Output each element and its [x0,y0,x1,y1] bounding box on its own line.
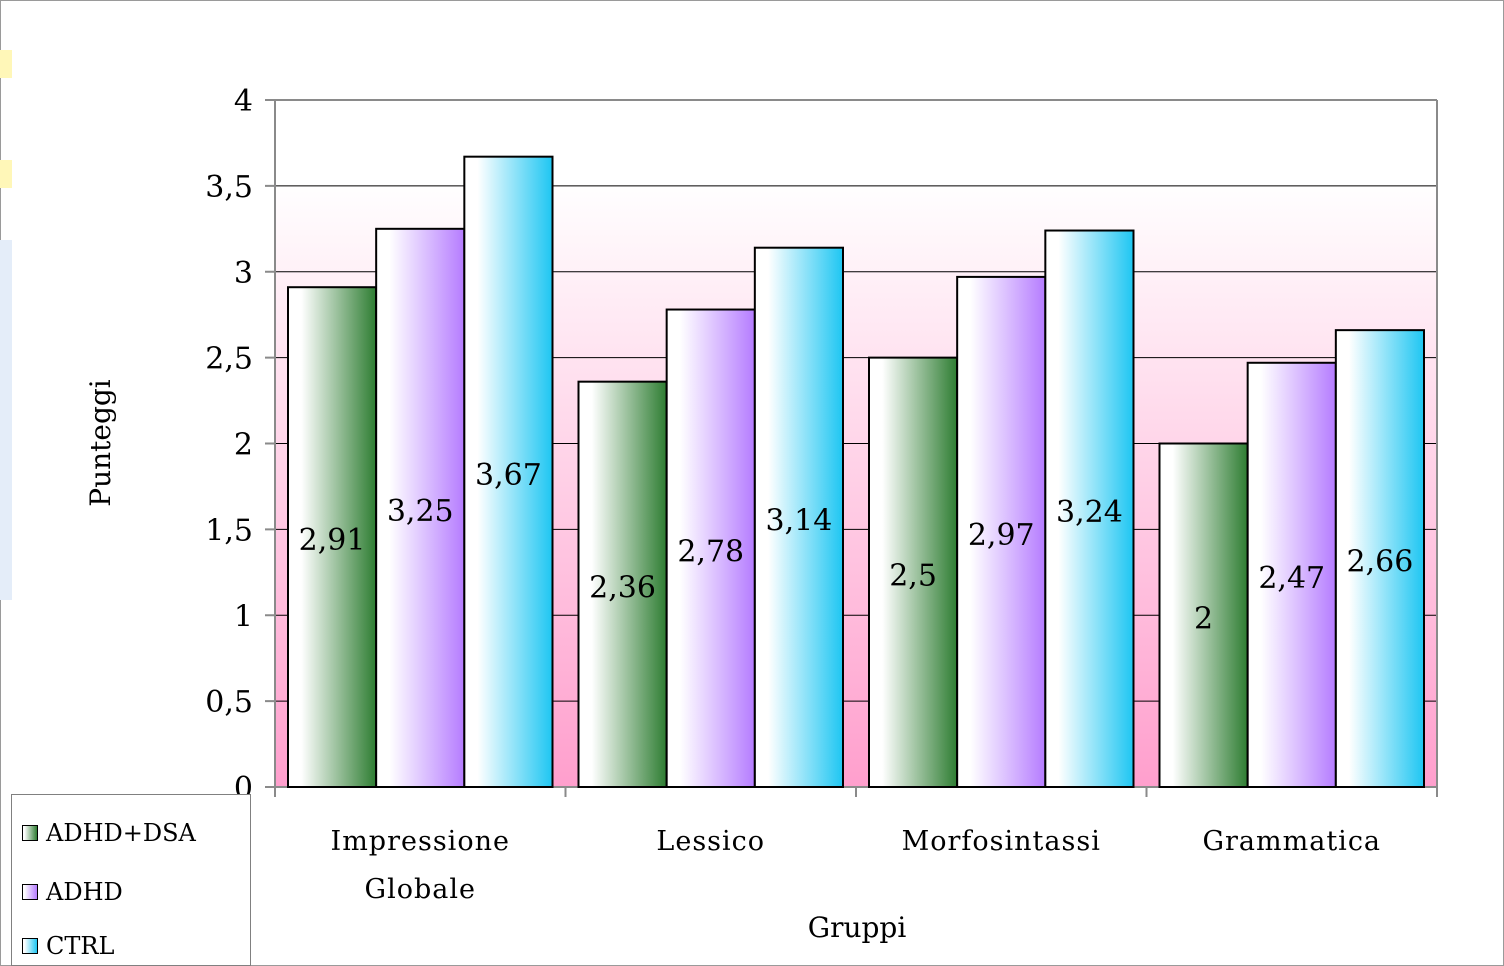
bar-adhd-dsa-2 [868,356,959,788]
legend-swatch-ctrl [22,938,38,954]
legend-label-ctrl: CTRL [46,932,115,960]
y-tick-label: 1 [234,599,253,634]
x-category-label: Impressione [331,826,510,857]
bar-ctrl-2 [1044,229,1135,788]
bar-ctrl-1 [753,246,844,788]
data-label: 2,36 [589,570,656,605]
legend: ADHD+DSA ADHD CTRL [11,794,251,966]
data-label: 2,97 [968,518,1035,553]
bar-adhd-dsa-1 [577,380,668,788]
y-tick-label: 3 [234,256,253,291]
legend-item-adhd-dsa: ADHD+DSA [22,819,196,847]
y-tick-label: 2,5 [205,342,253,377]
bar-ctrl-3 [1334,329,1426,788]
bar-adhd-dsa-3 [1158,442,1249,788]
x-category-label: Globale [365,874,476,905]
data-label: 2,5 [889,558,937,593]
data-label: 2 [1194,601,1213,636]
bar-ctrl-0 [463,155,554,789]
legend-label-adhd-dsa: ADHD+DSA [46,819,196,847]
data-label: 2,91 [299,523,366,558]
data-label: 3,25 [387,494,454,529]
y-tick-label: 0,5 [205,685,253,720]
decor-strip-yellow-2 [0,160,12,188]
data-label: 3,67 [475,458,542,493]
data-label: 2,66 [1347,545,1414,580]
legend-label-adhd: ADHD [46,878,123,906]
y-tick-label: 1,5 [205,513,253,548]
y-tick-label: 2 [234,428,253,463]
data-label: 3,24 [1056,495,1123,530]
data-label: 2,78 [677,534,744,569]
legend-swatch-adhd [22,884,38,900]
bar-adhd-dsa-0 [287,286,378,788]
legend-swatch-adhd-dsa [22,825,38,841]
y-tick-label: 3,5 [205,170,253,205]
legend-item-ctrl: CTRL [22,932,114,960]
bar-adhd-0 [375,227,466,788]
x-axis-title: Gruppi [808,911,907,944]
bar-adhd-1 [665,308,756,788]
x-category-label: Morfosintassi [902,826,1101,857]
y-axis-title: Punteggi [84,379,117,507]
x-category-label: Lessico [656,826,765,857]
decor-strip-blue [0,240,12,600]
data-label: 2,47 [1258,561,1325,596]
decor-strip-yellow-1 [0,50,12,78]
legend-item-adhd: ADHD [22,878,123,906]
data-label: 3,14 [766,503,833,538]
y-tick-label: 4 [234,84,253,119]
x-category-label: Grammatica [1202,826,1381,857]
